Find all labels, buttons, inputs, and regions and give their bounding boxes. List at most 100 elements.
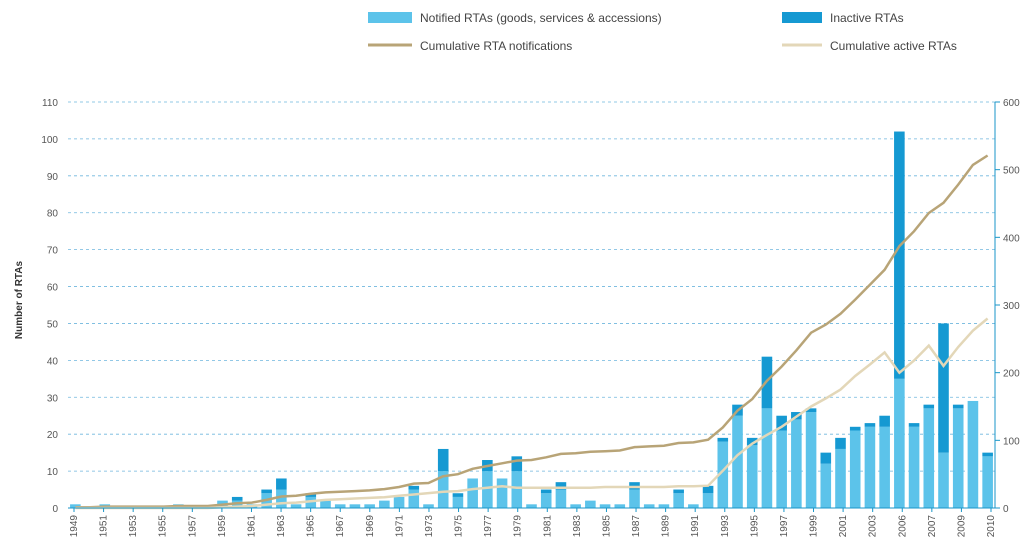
bars-inactive-series — [231, 131, 993, 501]
x-tick-label: 1965 — [306, 515, 317, 538]
x-tick-label: 1983 — [572, 515, 583, 538]
bar-notified — [673, 493, 684, 508]
x-tick-label: 1953 — [128, 515, 139, 538]
x-tick-label: 1951 — [99, 515, 110, 538]
x-tick-label: 1993 — [720, 515, 731, 538]
bar-inactive — [849, 426, 861, 431]
bar-notified — [585, 500, 596, 508]
bar-notified — [349, 504, 361, 508]
bar-notified — [938, 452, 949, 508]
bar-notified — [923, 408, 935, 508]
x-tick-label: 1971 — [394, 515, 405, 538]
bar-notified — [746, 445, 758, 508]
bar-inactive — [864, 423, 876, 427]
bar-notified — [820, 463, 832, 508]
bar-notified — [526, 504, 537, 508]
line-cumulative-active — [75, 317, 989, 510]
x-tick-label: 1999 — [809, 515, 820, 538]
legend-swatch-inactive — [782, 12, 822, 23]
x-tick-label: 1967 — [335, 515, 346, 538]
bar-notified — [570, 504, 581, 508]
bar-notified — [320, 500, 331, 508]
bar-inactive — [805, 408, 817, 413]
bar-notified — [776, 430, 787, 508]
bar-notified — [761, 408, 773, 508]
legend: Notified RTAs (goods, services & accessi… — [368, 11, 957, 53]
bar-notified — [70, 504, 81, 508]
bar-notified — [511, 471, 523, 508]
bar-inactive — [923, 404, 935, 409]
y2-tick-label: 0 — [1003, 504, 1009, 515]
x-tick-label: 1955 — [158, 515, 169, 538]
legend-label-inactive: Inactive RTAs — [830, 11, 904, 25]
x-tick-label: 1989 — [661, 515, 672, 538]
x-tick-label: 2010 — [986, 515, 997, 538]
x-tick-label: 2009 — [956, 515, 967, 538]
bar-inactive — [746, 437, 758, 446]
bar-inactive — [408, 485, 420, 490]
x-tick-label: 1979 — [513, 515, 524, 538]
x-axis-ticks: 1949 1951 1953 1955 1957 1959 1961 1963 1965 1967… — [69, 508, 997, 537]
bar-notified — [379, 500, 390, 508]
legend-label-notified: Notified RTAs (goods, services & accessi… — [420, 11, 662, 25]
bar-notified — [908, 426, 920, 508]
x-tick-label: 1975 — [454, 515, 465, 538]
y-tick-label: 0 — [52, 504, 58, 515]
y-axis-ticks: 0 10 20 30 40 50 60 70 80 90 100 110 — [41, 98, 58, 515]
bar-inactive — [908, 423, 920, 427]
y-tick-label: 100 — [41, 135, 58, 146]
y-tick-label: 40 — [47, 356, 59, 367]
bar-notified — [879, 426, 890, 508]
bar-notified — [555, 489, 567, 508]
bar-inactive — [938, 323, 949, 453]
legend-label-cumulative-active: Cumulative active RTAs — [830, 39, 957, 53]
bar-inactive — [982, 452, 993, 457]
x-tick-label: 1985 — [601, 515, 612, 538]
bar-notified — [835, 448, 846, 508]
bar-notified — [894, 378, 905, 508]
x-tick-label: 1957 — [187, 515, 198, 538]
bar-inactive — [540, 489, 552, 494]
y-tick-label: 70 — [47, 246, 59, 257]
x-tick-label: 1995 — [749, 515, 760, 538]
bars-notified-series — [70, 378, 993, 508]
x-tick-label: 1981 — [542, 515, 553, 538]
bar-notified — [408, 489, 420, 508]
y2-tick-label: 400 — [1003, 233, 1020, 244]
bar-notified — [393, 496, 405, 508]
x-tick-label: 1997 — [779, 515, 790, 538]
y2-tick-label: 600 — [1003, 98, 1020, 109]
bar-inactive — [702, 485, 714, 494]
bar-notified — [952, 408, 964, 508]
x-tick-label: 1969 — [365, 515, 376, 538]
y2-tick-label: 100 — [1003, 436, 1020, 447]
bar-inactive — [717, 437, 729, 442]
bar-notified — [967, 400, 979, 508]
legend-label-cumulative: Cumulative RTA notifications — [420, 39, 572, 53]
x-tick-label: 1963 — [276, 515, 287, 538]
x-tick-label: 2001 — [838, 515, 849, 538]
bar-inactive — [776, 415, 787, 431]
bar-inactive — [305, 493, 317, 497]
bar-inactive — [231, 496, 243, 501]
bar-notified — [452, 496, 464, 508]
bar-notified — [437, 471, 449, 508]
x-tick-label: 2007 — [927, 515, 938, 538]
bar-notified — [805, 412, 817, 508]
bar-notified — [702, 493, 714, 508]
bar-inactive — [511, 456, 523, 472]
bar-notified — [290, 504, 302, 508]
bar-notified — [864, 426, 876, 508]
bar-inactive — [673, 489, 684, 494]
bar-notified — [732, 415, 743, 508]
x-tick-label: 1959 — [217, 515, 228, 538]
x-tick-label: 1987 — [631, 515, 642, 538]
bar-notified — [791, 419, 802, 508]
bar-notified — [688, 504, 699, 508]
bar-inactive — [894, 131, 905, 379]
x-tick-label: 1949 — [69, 515, 80, 538]
bar-notified — [717, 441, 729, 508]
y2-tick-label: 300 — [1003, 301, 1020, 312]
y2-tick-label: 200 — [1003, 369, 1020, 380]
